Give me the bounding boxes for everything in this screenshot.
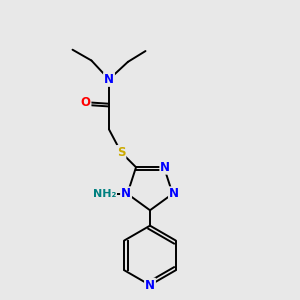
Text: N: N [169, 187, 179, 200]
Text: N: N [121, 187, 131, 200]
Text: S: S [117, 146, 125, 159]
Text: N: N [104, 73, 114, 86]
Text: O: O [80, 96, 91, 109]
Text: N: N [145, 279, 155, 292]
Text: NH₂: NH₂ [93, 189, 116, 199]
Text: N: N [160, 161, 170, 174]
